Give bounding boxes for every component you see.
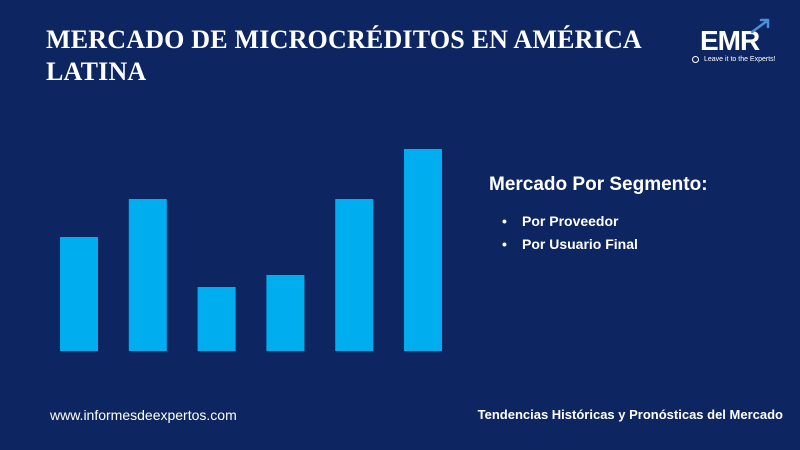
logo-tagline: Leave it to the Experts!	[690, 54, 782, 66]
upward-arrow-icon	[750, 18, 770, 34]
page-title: MERCADO DE MICROCRÉDITOS EN AMÉRICA LATI…	[46, 25, 641, 86]
footer-caption: Tendencias Históricas y Pronósticas del …	[477, 407, 783, 422]
logo-mark: EMR	[700, 25, 760, 56]
segment-list: • Por Proveedor • Por Usuario Final	[502, 210, 638, 256]
bar-5	[335, 199, 374, 351]
bar-4	[266, 275, 305, 351]
bar-chart	[60, 149, 442, 351]
website-link[interactable]: www.informesdeexpertos.com	[50, 407, 237, 423]
bar-3	[197, 287, 236, 351]
bar-2	[128, 199, 167, 351]
segment-item-label: Por Usuario Final	[522, 236, 638, 252]
bullet-icon: •	[502, 213, 507, 229]
segment-item-label: Por Proveedor	[522, 213, 619, 229]
emr-logo: EMR Leave it to the Experts!	[690, 18, 790, 70]
segment-heading: Mercado Por Segmento:	[489, 174, 708, 195]
segment-item-provider: • Por Proveedor	[502, 210, 638, 233]
bar-6	[404, 149, 442, 351]
segment-item-end-user: • Por Usuario Final	[502, 233, 638, 256]
bar-1	[60, 237, 98, 351]
bullet-icon: •	[502, 236, 507, 252]
target-icon	[692, 56, 699, 63]
logo-tagline-text: Leave it to the Experts!	[704, 56, 776, 63]
